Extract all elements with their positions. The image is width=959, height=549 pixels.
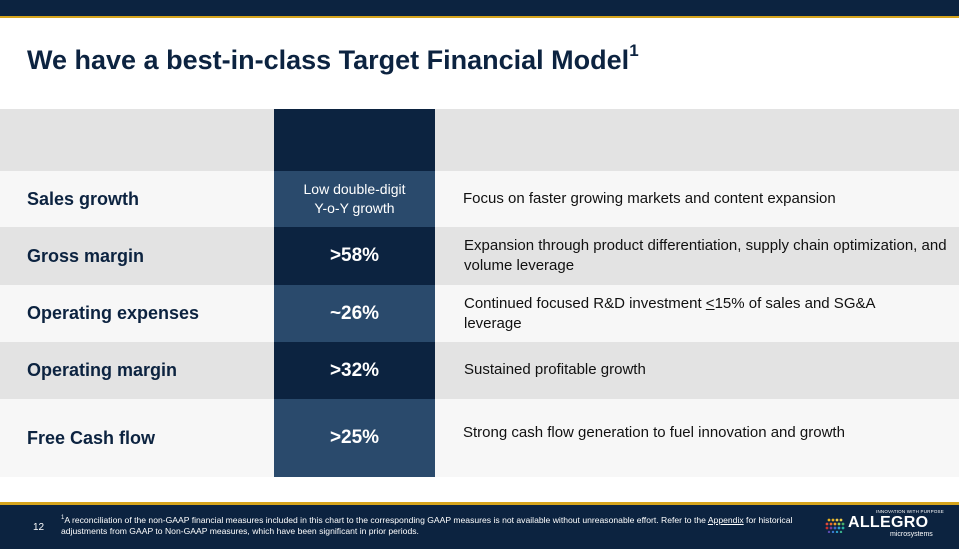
- table-row-operating-expenses: Operating expenses ~26% Continued focuse…: [0, 285, 959, 342]
- row-label: Sales growth: [27, 188, 140, 209]
- table-header-value-cell: [274, 109, 435, 171]
- row-label: Operating margin: [27, 360, 178, 380]
- row-description: Sustained profitable growth: [464, 360, 646, 378]
- table-row-sales-growth: Sales growth Low double-digit Y-o-Y grow…: [0, 171, 959, 227]
- table-row-free-cash-flow: Free Cash flow >25% Strong cash flow gen…: [0, 399, 959, 477]
- appendix-link[interactable]: Appendix: [707, 514, 744, 525]
- page-number: 12: [33, 522, 45, 533]
- row-value: >32%: [274, 342, 435, 399]
- footnote: 1A reconciliation of the non-GAAP financ…: [61, 514, 793, 536]
- row-value: >58%: [274, 227, 435, 285]
- top-bar: [0, 0, 959, 16]
- page-title: We have a best-in-class Target Financial…: [27, 41, 639, 75]
- table-row-operating-margin: Operating margin >32% Sustained profitab…: [0, 342, 959, 399]
- top-accent-line: [0, 16, 959, 18]
- row-label: Free Cash flow: [27, 427, 156, 448]
- bottom-accent-line: [0, 502, 959, 505]
- row-description: Expansion through product differentiatio…: [464, 237, 947, 274]
- row-description: Continued focused R&D investment <15% of…: [464, 294, 875, 332]
- table-row-gross-margin: Gross margin >58% Expansion through prod…: [0, 227, 959, 285]
- logo-subtitle: microsystems: [890, 531, 933, 538]
- row-description: Focus on faster growing markets and cont…: [463, 190, 836, 207]
- row-value: >25%: [274, 399, 435, 477]
- table-header-row: [0, 109, 959, 171]
- row-label: Gross margin: [27, 245, 145, 266]
- logo-tagline: INNOVATION WITH PURPOSE: [876, 509, 944, 514]
- logo-dot-grid-icon: [825, 518, 845, 533]
- row-description: Strong cash flow generation to fuel inno…: [463, 424, 845, 441]
- row-value: Low double-digit Y-o-Y growth: [274, 171, 435, 227]
- company-logo: INNOVATION WITH PURPOSE ALLEGRO microsys…: [824, 509, 944, 543]
- row-value: ~26%: [274, 285, 435, 342]
- logo-name: ALLEGRO: [848, 514, 929, 531]
- row-label: Operating expenses: [27, 303, 200, 323]
- footer-bar: [0, 505, 959, 549]
